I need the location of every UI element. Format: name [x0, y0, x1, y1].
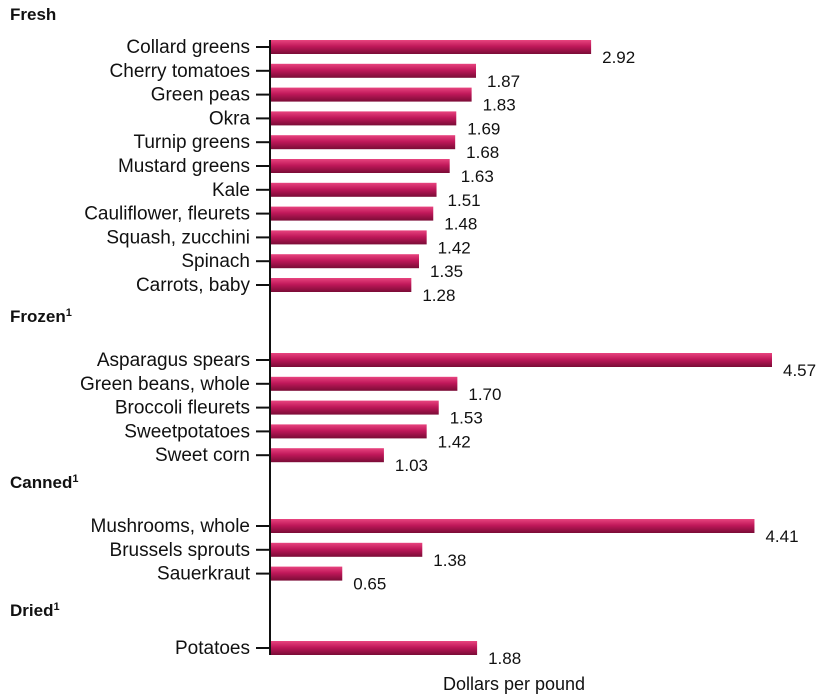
- x-axis-label: Dollars per pound: [443, 674, 585, 694]
- value-label-cherry-tomatoes: 1.87: [487, 72, 520, 91]
- category-label-brussels-sprouts: Brussels sprouts: [110, 540, 250, 561]
- bar-spinach: [271, 254, 419, 269]
- bar-kale: [271, 182, 437, 197]
- value-label-potatoes: 1.88: [488, 649, 521, 668]
- bar-green-beans-whole: [271, 376, 458, 391]
- category-label-broccoli-fleurets: Broccoli fleurets: [115, 398, 250, 419]
- bar-cauliflower-fleurets: [271, 206, 434, 221]
- bar-potatoes: [271, 641, 478, 655]
- category-label-sauerkraut: Sauerkraut: [157, 564, 251, 585]
- bar-collard-greens: [271, 40, 592, 54]
- category-label-spinach: Spinach: [181, 251, 250, 272]
- value-label-sweet-corn: 1.03: [395, 456, 428, 475]
- bar-green-peas: [271, 87, 472, 102]
- bar-squash-zucchini: [271, 230, 427, 245]
- bar-carrots-baby: [271, 278, 412, 292]
- category-label-squash-zucchini: Squash, zucchini: [106, 227, 250, 248]
- value-label-kale: 1.51: [448, 191, 481, 210]
- group-heading-frozen: Frozen1: [10, 307, 72, 326]
- value-label-sweetpotatoes: 1.42: [438, 432, 471, 451]
- category-label-cherry-tomatoes: Cherry tomatoes: [110, 61, 250, 82]
- category-label-kale: Kale: [212, 180, 250, 201]
- group-heading-canned: Canned1: [10, 473, 78, 492]
- value-label-green-peas: 1.83: [483, 96, 516, 115]
- category-label-asparagus-spears: Asparagus spears: [97, 350, 250, 371]
- group-heading-fresh: Fresh: [10, 5, 56, 24]
- value-label-cauliflower-fleurets: 1.48: [444, 215, 477, 234]
- bar-okra: [271, 111, 457, 126]
- category-label-green-peas: Green peas: [151, 85, 250, 106]
- bar-cherry-tomatoes: [271, 63, 477, 78]
- value-label-brussels-sprouts: 1.38: [433, 551, 466, 570]
- bar-broccoli-fleurets: [271, 400, 439, 415]
- category-label-potatoes: Potatoes: [175, 638, 250, 659]
- category-label-mushrooms-whole: Mushrooms, whole: [91, 516, 250, 537]
- value-label-squash-zucchini: 1.42: [438, 238, 471, 257]
- category-label-collard-greens: Collard greens: [126, 37, 250, 58]
- footnote-marker: 1: [53, 601, 59, 613]
- value-label-broccoli-fleurets: 1.53: [450, 409, 483, 428]
- category-label-turnip-greens: Turnip greens: [133, 132, 250, 153]
- value-label-sauerkraut: 0.65: [353, 575, 386, 594]
- value-label-mushrooms-whole: 4.41: [765, 527, 798, 546]
- value-label-carrots-baby: 1.28: [422, 286, 455, 305]
- value-label-collard-greens: 2.92: [602, 48, 635, 67]
- value-label-turnip-greens: 1.68: [466, 143, 499, 162]
- bar-mushrooms-whole: [271, 519, 755, 533]
- bar-asparagus-spears: [271, 353, 772, 367]
- value-label-spinach: 1.35: [430, 262, 463, 281]
- footnote-marker: 1: [72, 473, 78, 485]
- category-label-carrots-baby: Carrots, baby: [136, 275, 251, 296]
- footnote-marker: 1: [66, 307, 72, 319]
- group-heading-dried: Dried1: [10, 601, 60, 620]
- bar-turnip-greens: [271, 135, 456, 150]
- value-label-mustard-greens: 1.63: [461, 167, 494, 186]
- bar-mustard-greens: [271, 159, 450, 173]
- category-label-okra: Okra: [209, 108, 251, 129]
- value-label-okra: 1.69: [467, 119, 500, 138]
- category-label-green-beans-whole: Green beans, whole: [80, 374, 250, 395]
- value-label-asparagus-spears: 4.57: [783, 361, 816, 380]
- bar-sweetpotatoes: [271, 424, 427, 439]
- category-label-cauliflower-fleurets: Cauliflower, fleurets: [84, 204, 250, 225]
- bar-sweet-corn: [271, 448, 384, 463]
- category-label-mustard-greens: Mustard greens: [118, 156, 250, 177]
- category-label-sweetpotatoes: Sweetpotatoes: [124, 421, 250, 442]
- bar-brussels-sprouts: [271, 542, 423, 557]
- value-label-green-beans-whole: 1.70: [468, 385, 501, 404]
- category-label-sweet-corn: Sweet corn: [155, 445, 250, 466]
- bar-sauerkraut: [271, 566, 343, 581]
